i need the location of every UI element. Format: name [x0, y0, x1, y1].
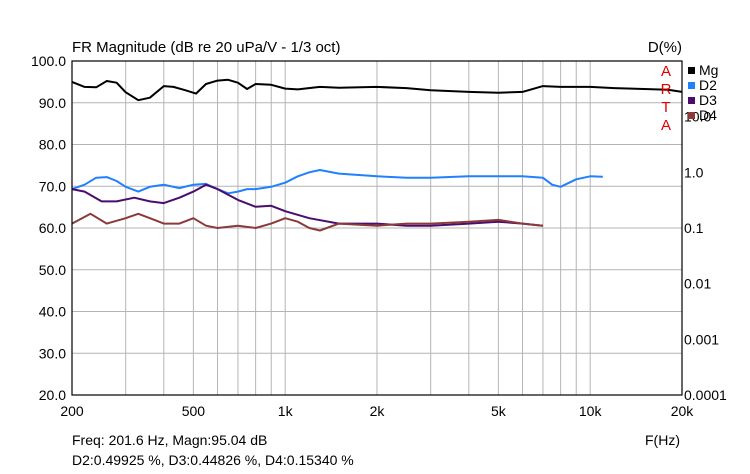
- arta-letter: A: [661, 63, 671, 80]
- y2-tick-label: 0.1: [684, 220, 704, 236]
- chart-title: FR Magnitude (dB re 20 uPa/V - 1/3 oct): [72, 39, 340, 56]
- y-tick-label: 50.0: [39, 262, 66, 278]
- grid: [71, 60, 683, 396]
- y2-tick-label: 0.01: [684, 276, 711, 292]
- arta-letter: R: [661, 81, 672, 98]
- y-tick-label: 20.0: [39, 387, 66, 403]
- y-tick-label: 100.0: [31, 53, 66, 69]
- x-tick-label: 5k: [491, 403, 507, 419]
- y2-tick-label: 1.0: [684, 164, 704, 180]
- legend-swatch: [688, 97, 695, 104]
- legend-swatch: [688, 112, 695, 119]
- series-line-d3: [71, 183, 544, 227]
- arta-letter: T: [661, 99, 670, 116]
- readout-line-2: D2:0.49925 %, D3:0.44826 %, D4:0.15340 %: [72, 452, 354, 468]
- arta-letter: A: [661, 117, 671, 134]
- x-tick-label: 500: [182, 403, 206, 419]
- y-tick-label: 30.0: [39, 345, 66, 361]
- legend-swatch: [688, 82, 695, 89]
- y-tick-label: 60.0: [39, 220, 66, 236]
- series-lines: [71, 78, 683, 232]
- legend-label: Mg: [699, 62, 718, 78]
- legend-label: D2: [699, 77, 717, 93]
- series-line-mg: [71, 78, 683, 102]
- x-tick-label: 20k: [671, 403, 695, 419]
- series-line-d4: [71, 212, 544, 232]
- y-tick-label: 90.0: [39, 95, 66, 111]
- legend-swatch: [688, 67, 695, 74]
- y2-tick-label: 0.0001: [684, 387, 727, 403]
- y-axis-left: 20.0 30.0 40.0 50.0 60.0 70.0 80.0 90.0 100.0: [31, 53, 66, 403]
- x-tick-label: 2k: [370, 403, 386, 419]
- right-axis-title: D(%): [648, 39, 682, 56]
- legend-label: D4: [699, 107, 717, 123]
- series-line-d2: [71, 169, 603, 195]
- readout-line-1: Freq: 201.6 Hz, Magn:95.04 dB: [72, 432, 267, 448]
- y-tick-label: 70.0: [39, 178, 66, 194]
- legend-label: D3: [699, 92, 717, 108]
- x-tick-label: 200: [60, 403, 84, 419]
- x-axis-label: F(Hz): [645, 432, 680, 448]
- x-axis: 200 500 1k 2k 5k 10k 20k: [60, 403, 694, 419]
- plot-frame: [71, 60, 683, 396]
- x-tick-label: 1k: [278, 403, 294, 419]
- y-tick-label: 40.0: [39, 304, 66, 320]
- x-tick-label: 10k: [579, 403, 603, 419]
- y2-tick-label: 0.001: [684, 331, 719, 347]
- y-tick-label: 80.0: [39, 137, 66, 153]
